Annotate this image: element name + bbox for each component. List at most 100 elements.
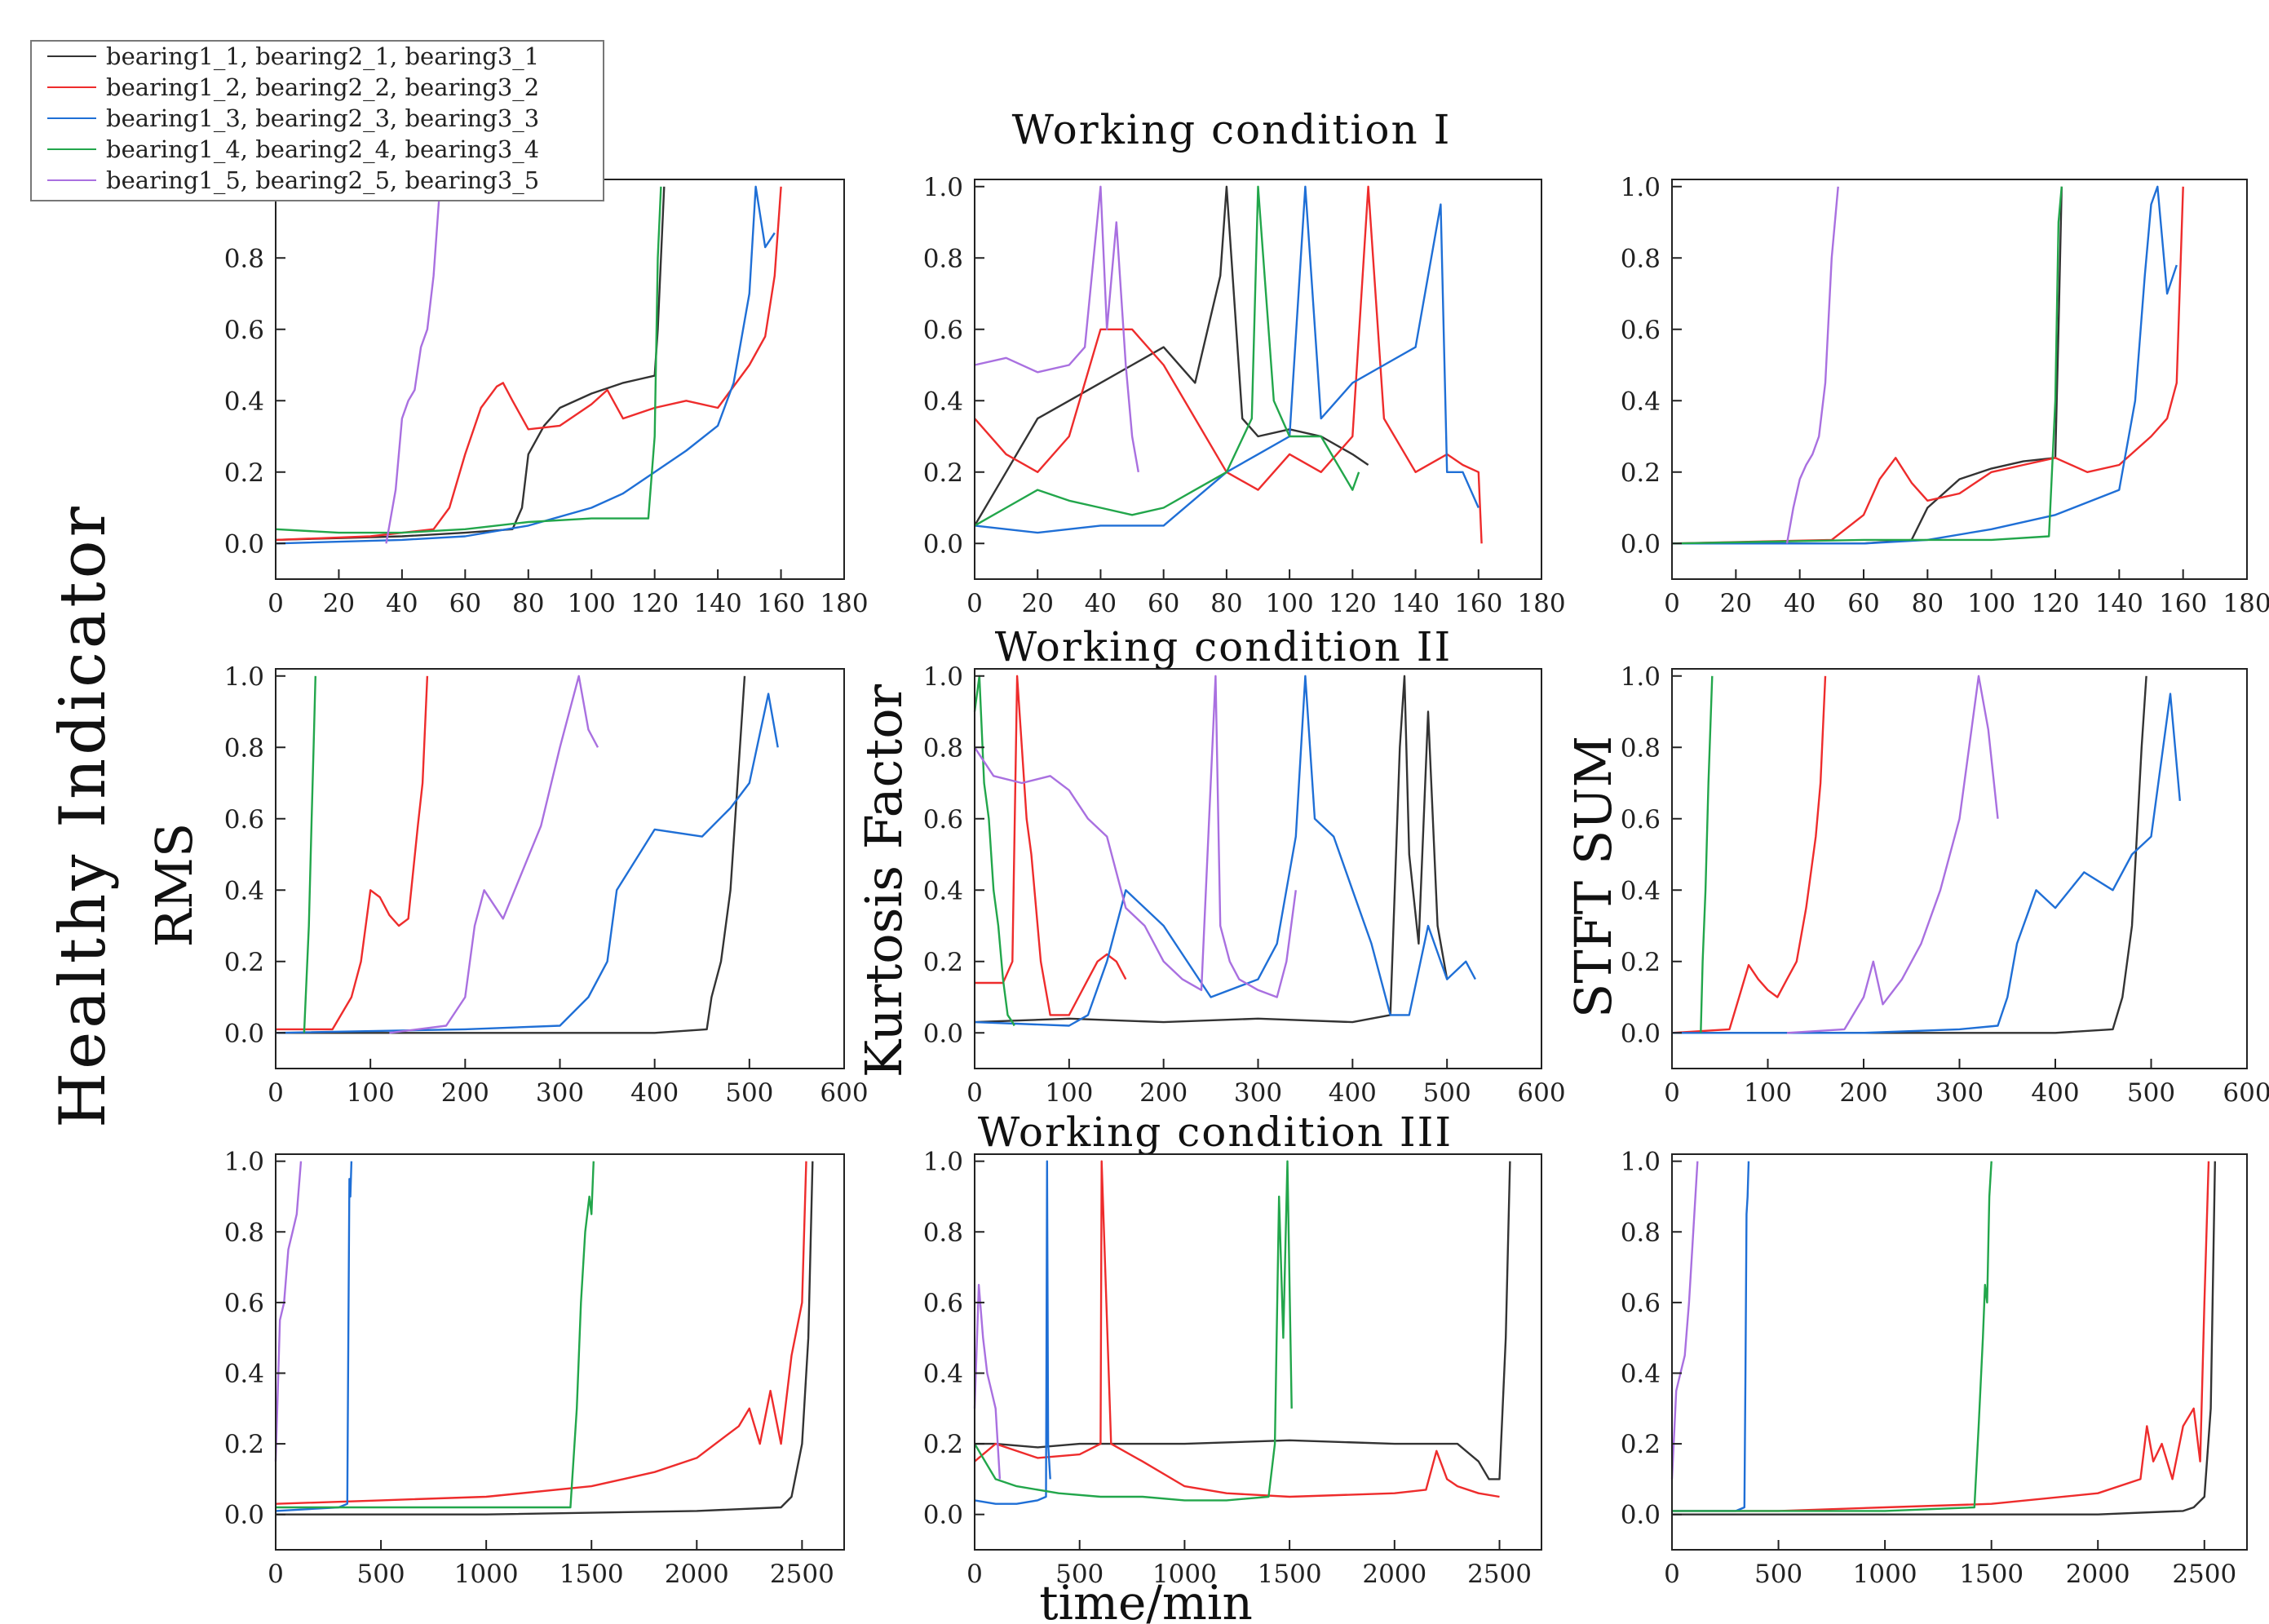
series-line-bearing2-1 bbox=[276, 675, 746, 1034]
y-tick-label: 1.0 bbox=[224, 662, 264, 692]
x-tick-label: 0 bbox=[966, 1560, 983, 1589]
y-tick-label: 0.6 bbox=[224, 805, 264, 834]
x-tick-label: 400 bbox=[630, 1078, 679, 1108]
x-tick-label: 400 bbox=[2031, 1078, 2079, 1108]
y-tick-label: 0.4 bbox=[923, 876, 963, 905]
x-tick-label: 140 bbox=[694, 589, 742, 618]
y-tick-label: 0.0 bbox=[923, 529, 963, 559]
series-line-bearing1-5 bbox=[385, 186, 441, 544]
x-tick-label: 180 bbox=[820, 589, 868, 618]
x-tick-label: 60 bbox=[449, 589, 481, 618]
x-tick-label: 2000 bbox=[2066, 1560, 2130, 1589]
y-tick-label: 0.8 bbox=[1621, 244, 1661, 273]
x-tick-label: 300 bbox=[536, 1078, 584, 1108]
y-tick-label: 0.0 bbox=[923, 1501, 963, 1530]
series-line-bearing1-3 bbox=[1672, 185, 2178, 545]
plot-frame bbox=[1671, 1153, 2248, 1551]
series-line-bearing2-1 bbox=[974, 675, 1449, 1024]
y-tick-label: 0.4 bbox=[224, 1359, 264, 1388]
x-tick-label: 180 bbox=[2223, 589, 2269, 618]
y-tick-label: 0.0 bbox=[1621, 1019, 1661, 1048]
y-tick-label: 0.0 bbox=[224, 1501, 264, 1530]
series-line-bearing3-4 bbox=[276, 1161, 595, 1509]
y-tick-label: 1.0 bbox=[224, 1148, 264, 1177]
x-tick-label: 20 bbox=[323, 589, 355, 618]
x-tick-label: 0 bbox=[268, 1078, 284, 1108]
series-line-bearing1-1 bbox=[1672, 186, 2063, 545]
series-line-bearing2-1 bbox=[1672, 675, 2147, 1034]
x-tick-label: 500 bbox=[1423, 1078, 1471, 1108]
series-line-bearing1-4 bbox=[974, 185, 1360, 527]
y-tick-label: 0.8 bbox=[1621, 1218, 1661, 1247]
series-line-bearing1-5 bbox=[1785, 186, 1839, 544]
y-tick-label: 0.4 bbox=[1621, 876, 1661, 905]
y-tick-label: 0.6 bbox=[1621, 316, 1661, 345]
x-tick-label: 160 bbox=[1454, 589, 1502, 618]
y-tick-label: 0.2 bbox=[1621, 1430, 1661, 1459]
y-tick-label: 1.0 bbox=[1621, 1148, 1661, 1177]
series-line-bearing3-3 bbox=[1672, 1161, 1750, 1512]
legend-label-4: bearing1_4, bearing2_4, bearing3_4 bbox=[106, 135, 539, 164]
series-line-bearing1-4 bbox=[275, 186, 662, 534]
y-tick-label: 0.4 bbox=[224, 876, 264, 905]
row-title-condition-ii: Working condition II bbox=[995, 623, 1452, 670]
series-line-bearing2-4 bbox=[303, 675, 316, 1033]
y-tick-label: 0.6 bbox=[923, 805, 963, 834]
x-tick-label: 600 bbox=[2223, 1078, 2269, 1108]
x-tick-label: 160 bbox=[2159, 589, 2207, 618]
y-tick-label: 0.4 bbox=[923, 1359, 963, 1388]
series-line-bearing3-1 bbox=[1672, 1161, 2216, 1516]
plot-frame bbox=[1671, 179, 2248, 580]
series-line-bearing2-2 bbox=[975, 675, 1127, 1016]
series-line-bearing2-5 bbox=[389, 675, 599, 1034]
x-tick-label: 1500 bbox=[1959, 1560, 2024, 1589]
x-tick-label: 1500 bbox=[560, 1560, 624, 1589]
x-tick-label: 0 bbox=[966, 1078, 983, 1108]
x-tick-label: 60 bbox=[1148, 589, 1179, 618]
series-line-bearing2-4 bbox=[973, 675, 1015, 1027]
x-tick-label: 120 bbox=[2031, 589, 2079, 618]
series-line-bearing1-5 bbox=[974, 185, 1139, 473]
series-line-bearing3-3 bbox=[275, 1161, 353, 1512]
x-tick-label: 40 bbox=[386, 589, 418, 618]
plot-frame bbox=[275, 1153, 845, 1551]
y-tick-label: 0.6 bbox=[224, 1289, 264, 1318]
x-axis-label: time/min bbox=[1039, 1575, 1253, 1624]
x-tick-label: 1500 bbox=[1258, 1560, 1322, 1589]
x-tick-label: 1000 bbox=[1152, 1560, 1217, 1589]
ylabel-rms: RMS bbox=[144, 823, 204, 948]
plot-frame bbox=[275, 179, 845, 580]
x-tick-label: 500 bbox=[1754, 1560, 1802, 1589]
x-tick-label: 1000 bbox=[1853, 1560, 1917, 1589]
healthy-indicator-label: Healthy Indicator bbox=[46, 503, 120, 1128]
panel-working-condition-i-stft-sum: 0.0 0.2 0.4 0.6 0.8 1.0 0 20 40 60 80 100 120 140 160 1… bbox=[1621, 173, 2269, 618]
panel-working-condition-ii-rms: 0.0 0.2 0.4 0.6 0.8 1.0 0 100 200 300 400 500 600 bbox=[224, 662, 869, 1108]
x-tick-label: 0 bbox=[1664, 1078, 1680, 1108]
x-tick-label: 100 bbox=[1045, 1078, 1093, 1108]
legend-label-3: bearing1_3, bearing2_3, bearing3_3 bbox=[106, 104, 539, 133]
y-tick-label: 0.6 bbox=[923, 1289, 963, 1318]
x-tick-label: 180 bbox=[1517, 589, 1565, 618]
y-tick-label: 0.2 bbox=[224, 948, 264, 977]
y-tick-label: 0.6 bbox=[1621, 1289, 1661, 1318]
row-title-condition-iii: Working condition III bbox=[978, 1108, 1453, 1156]
legend: bearing1_1, bearing2_1, bearing3_1 beari… bbox=[30, 40, 604, 201]
panel-working-condition-i-rms: 0.00.20.40.60.81.00204060801001201401601… bbox=[224, 173, 869, 618]
series-line-bearing2-5 bbox=[1786, 675, 1999, 1034]
y-tick-label: 0.6 bbox=[1621, 805, 1661, 834]
series-line-bearing3-1 bbox=[975, 1161, 1511, 1480]
x-tick-label: 140 bbox=[1391, 589, 1440, 618]
x-tick-label: 20 bbox=[1021, 589, 1053, 618]
panel-working-condition-iii-rms: 0.0 0.2 0.4 0.6 0.8 1.0 0 500 1000 1500 2000 2500 bbox=[224, 1148, 845, 1589]
x-tick-label: 20 bbox=[1720, 589, 1752, 618]
y-tick-label: 0.8 bbox=[1621, 733, 1661, 763]
series-line-bearing3-2 bbox=[1672, 1161, 2210, 1512]
series-line-bearing2-2 bbox=[276, 675, 429, 1031]
x-tick-label: 200 bbox=[1139, 1078, 1188, 1108]
x-tick-label: 1000 bbox=[454, 1560, 519, 1589]
panel-working-condition-i-kurtosis-factor: 0.0 0.2 0.4 0.6 0.8 1.0 0 20 40 60 80 100 120 140 160 1… bbox=[923, 173, 1566, 618]
x-tick-label: 80 bbox=[1210, 589, 1242, 618]
y-tick-label: 0.0 bbox=[1621, 1501, 1661, 1530]
series-line-bearing2-3 bbox=[1672, 693, 2181, 1034]
series-line-bearing1-2 bbox=[974, 185, 1483, 544]
